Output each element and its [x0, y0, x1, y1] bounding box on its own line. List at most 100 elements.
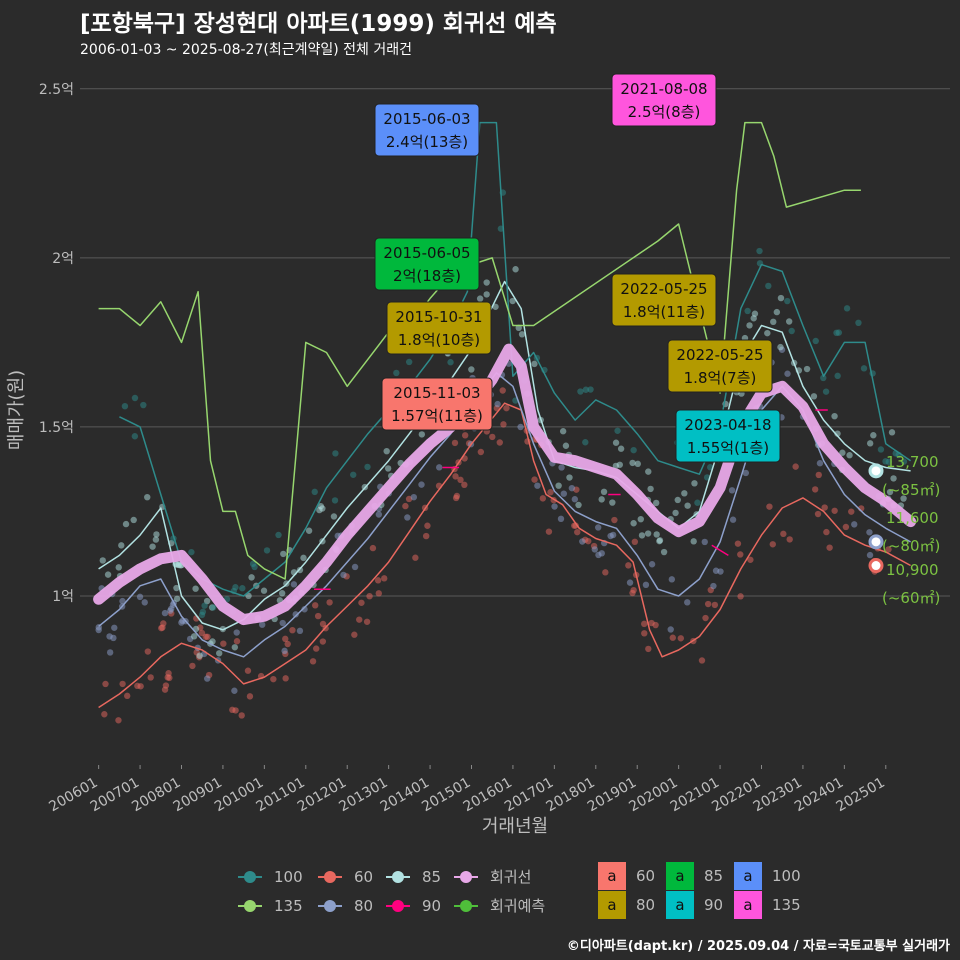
- scatter-point: [202, 633, 209, 640]
- scatter-point: [557, 515, 565, 523]
- scatter-points: [95, 189, 908, 724]
- scatter-point: [188, 548, 195, 556]
- legend-label: 100: [772, 867, 801, 885]
- legend-box-key: [598, 862, 626, 890]
- end-size-label: (~80㎡): [882, 537, 940, 555]
- scatter-point: [248, 574, 255, 581]
- scatter-point: [694, 499, 701, 506]
- scatter-point: [815, 471, 822, 479]
- scatter-point: [173, 595, 181, 602]
- legend-box-key: [598, 891, 626, 919]
- scatter-point: [571, 496, 579, 503]
- scatter-point: [634, 460, 641, 468]
- y-tick-label: 1.5억: [39, 420, 74, 436]
- scatter-point: [351, 563, 359, 571]
- legend-label: 회귀예측: [490, 897, 545, 915]
- scatter-point: [877, 446, 885, 453]
- scatter-point: [788, 327, 795, 335]
- series-line-85: [98, 280, 911, 631]
- scatter-point: [691, 480, 698, 487]
- scatter-point: [489, 433, 496, 441]
- scatter-point: [332, 450, 339, 457]
- scatter-point: [674, 496, 681, 504]
- scatter-point: [737, 593, 744, 600]
- annotation-box: [611, 73, 717, 127]
- scatter-point: [780, 530, 787, 538]
- scatter-point: [551, 503, 558, 510]
- scatter-point: [765, 282, 772, 290]
- scatter-point: [383, 447, 390, 455]
- scatter-point: [153, 531, 160, 538]
- scatter-point: [777, 294, 785, 302]
- scatter-point: [629, 459, 636, 467]
- scatter-point: [822, 388, 830, 395]
- scatter-point: [612, 439, 620, 446]
- scatter-point: [451, 439, 459, 447]
- chart-title: [포항북구] 장성현대 아파트(1999) 회귀선 예측: [80, 11, 557, 37]
- annotation-date: 2021-08-08: [620, 80, 707, 98]
- scatter-point: [572, 522, 579, 529]
- scatter-point: [330, 513, 338, 520]
- scatter-point: [653, 531, 660, 538]
- scatter-point: [690, 538, 697, 545]
- scatter-point: [289, 626, 296, 634]
- scatter-point: [162, 682, 170, 689]
- series-line-60: [98, 402, 911, 709]
- scatter-point: [792, 463, 799, 470]
- scatter-point: [602, 569, 609, 576]
- annotation-date: 2015-10-31: [395, 308, 482, 326]
- scatter-point: [582, 386, 590, 393]
- scatter-point: [625, 562, 632, 569]
- scatter-point: [834, 372, 841, 380]
- scatter-point: [301, 606, 308, 613]
- scatter-point: [684, 599, 691, 606]
- scatter-point: [305, 527, 313, 534]
- scatter-point: [595, 524, 602, 531]
- grid-lines: [80, 88, 950, 597]
- scatter-point: [820, 374, 827, 382]
- annotation-date: 2015-11-03: [393, 384, 480, 402]
- scatter-point: [436, 464, 443, 471]
- scatter-point: [350, 471, 357, 478]
- scatter-point: [483, 291, 490, 298]
- scatter-point: [166, 674, 173, 682]
- scatter-point: [637, 515, 644, 523]
- legend-box-glyph: a: [675, 867, 684, 885]
- scatter-point: [137, 683, 144, 690]
- scatter-point: [734, 540, 742, 547]
- legend-label: 회귀선: [490, 868, 531, 886]
- scatter-point: [609, 531, 617, 539]
- legend-label: 80: [636, 896, 655, 914]
- scatter-point: [855, 319, 862, 327]
- scatter-point: [131, 394, 139, 402]
- scatter-point: [209, 604, 217, 611]
- end-price-label: 13,700: [886, 453, 939, 471]
- scatter-point: [756, 247, 763, 255]
- scatter-point: [263, 547, 271, 554]
- scatter-point: [282, 635, 289, 643]
- scatter-point: [144, 493, 151, 501]
- scatter-point: [851, 521, 858, 528]
- annotation-date: 2023-04-18: [684, 416, 771, 434]
- scatter-point: [728, 487, 736, 494]
- scatter-point: [517, 423, 524, 431]
- scatter-point: [667, 626, 674, 633]
- scatter-point: [492, 303, 499, 310]
- scatter-point: [773, 308, 781, 316]
- scatter-point: [737, 551, 744, 558]
- scatter-point: [319, 638, 327, 645]
- scatter-point: [281, 647, 288, 655]
- annotation-value: 2.5억(8층): [628, 103, 701, 121]
- scatter-point: [698, 657, 706, 664]
- scatter-point: [882, 458, 889, 465]
- end-size-label: (~85㎡): [882, 481, 940, 499]
- scatter-point: [784, 297, 791, 305]
- scatter-point: [313, 645, 320, 652]
- legend-box-key: [734, 862, 762, 890]
- scatter-point: [110, 634, 117, 642]
- scatter-point: [461, 481, 468, 489]
- y-axis-title: 매매가(원): [6, 370, 27, 450]
- scatter-point: [122, 520, 130, 528]
- scatter-point: [568, 484, 576, 492]
